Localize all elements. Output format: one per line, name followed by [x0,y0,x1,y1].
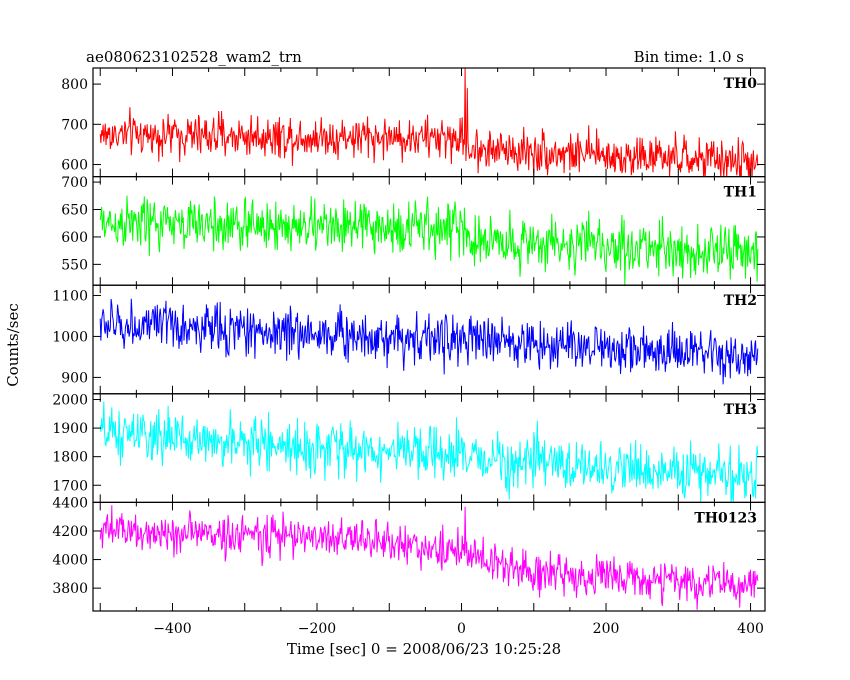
panel-name-label: TH2 [724,293,757,309]
panel-name-label: TH0123 [694,510,757,526]
y-tick-label: 700 [61,175,88,191]
y-tick-label: 1900 [52,421,88,437]
y-tick-label: 4200 [52,524,88,540]
x-tick-label: 0 [457,621,466,637]
y-tick-label: 550 [61,257,88,273]
x-tick-label: 400 [737,621,764,637]
panel-frame [92,501,766,612]
figure-title-right: Bin time: 1.0 s [634,48,744,66]
figure-title-left: ae080623102528_wam2_trn [86,48,302,66]
y-tick-label: 2000 [52,393,88,409]
y-tick-label: 650 [61,203,88,219]
panel-name-label: TH0 [724,76,758,92]
series-th3-line [99,401,759,503]
series-th0-line [99,68,759,177]
y-tick-label: 1800 [52,450,88,466]
x-tick-label: −200 [298,621,336,637]
y-axis-label: Counts/sec [4,303,22,387]
series-th1-line [99,195,759,286]
panel-name-label: TH3 [724,402,757,418]
y-tick-label: 3800 [52,581,88,597]
y-tick-label: 1100 [52,288,88,304]
panel-th1: 550 600 650 700 TH1 [61,175,766,286]
panel-name-label: TH1 [724,185,757,201]
y-tick-label: 1700 [52,478,88,494]
y-tick-label: 4000 [52,553,88,569]
y-tick-label: 4400 [52,495,88,511]
panel-th2: 900 1000 1100 TH2 [52,284,766,395]
panel-th3: 1700 1800 1900 2000 TH3 [52,393,766,503]
series-th0123-line [99,505,759,610]
series-th2-line [99,298,759,385]
y-tick-label: 1000 [52,329,88,345]
panel-th0: 600 700 800 TH0 [61,67,766,178]
y-tick-label: 600 [61,230,88,246]
x-axis-label: Time [sec] 0 = 2008/06/23 10:25:28 [287,640,561,658]
panel-frame [92,393,766,503]
y-tick-label: 700 [61,117,88,133]
x-tick-label: 200 [593,621,620,637]
y-tick-label: 600 [61,158,88,174]
panel-th0123: 3800 4000 4200 4400 TH0123 [52,495,766,612]
y-tick-label: 900 [61,370,88,386]
x-axis: −400 −200 0 200 400 [153,621,764,637]
y-tick-label: 800 [61,77,88,93]
x-tick-label: −400 [153,621,191,637]
